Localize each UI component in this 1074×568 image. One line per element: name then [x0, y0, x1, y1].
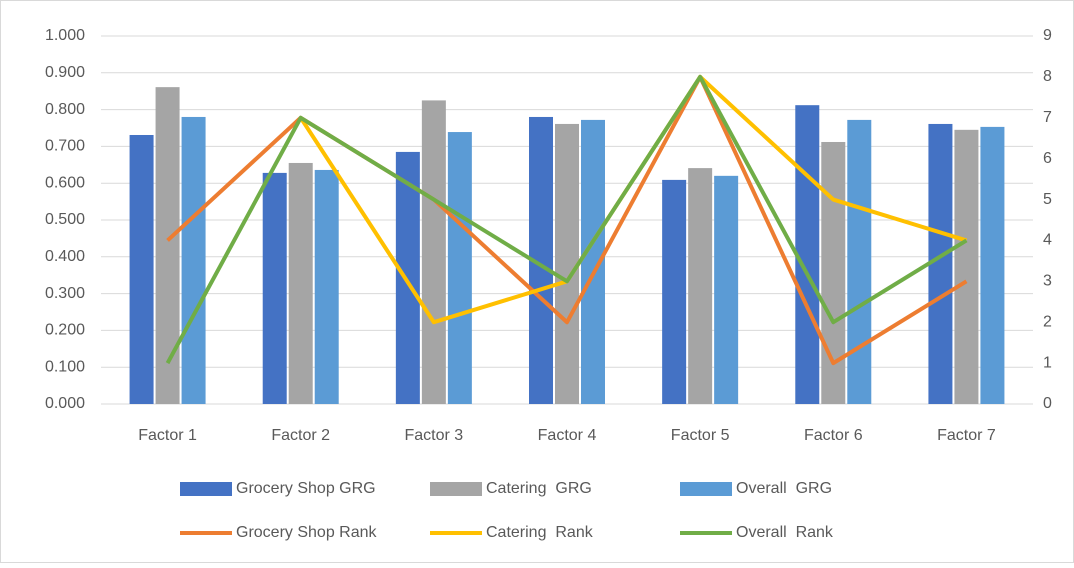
- y-tick-label: 0.000: [45, 395, 85, 412]
- bar: [181, 116, 206, 405]
- legend-label: Catering GRG: [486, 480, 592, 497]
- bar: [954, 129, 979, 404]
- bar: [129, 134, 154, 404]
- legend-label: Grocery Shop GRG: [236, 480, 376, 497]
- x-tick-label: Factor 2: [271, 427, 330, 444]
- x-tick-label: Factor 4: [538, 427, 597, 444]
- y2-tick-label: 9: [1043, 27, 1052, 44]
- y-tick-label: 0.800: [45, 101, 85, 118]
- legend-swatch: [680, 482, 732, 496]
- bar: [795, 105, 820, 405]
- legend-swatch: [180, 482, 232, 496]
- y-tick-label: 0.500: [45, 211, 85, 228]
- y2-tick-label: 8: [1043, 68, 1052, 85]
- bar: [262, 172, 287, 404]
- bar: [421, 100, 446, 405]
- legend-label: Overall GRG: [736, 480, 832, 497]
- bar: [980, 126, 1005, 405]
- bar: [928, 123, 953, 405]
- bar: [395, 151, 420, 404]
- bar: [688, 168, 713, 404]
- bar: [555, 123, 579, 405]
- x-tick-label: Factor 7: [937, 427, 996, 444]
- x-tick-label: Factor 3: [405, 427, 464, 444]
- bar: [847, 119, 872, 405]
- y-tick-label: 0.400: [45, 248, 85, 265]
- legend-label: Overall Rank: [736, 524, 834, 541]
- y2-tick-label: 3: [1043, 273, 1052, 290]
- y-tick-label: 0.600: [45, 174, 85, 191]
- bar: [155, 87, 180, 404]
- x-tick-label: Factor 6: [804, 427, 863, 444]
- y-tick-label: 0.700: [45, 138, 85, 155]
- x-tick-label: Factor 5: [671, 427, 730, 444]
- bar: [714, 175, 739, 404]
- y2-tick-label: 7: [1043, 109, 1052, 126]
- legend-swatch: [430, 482, 482, 496]
- legend-label: Catering Rank: [486, 524, 594, 541]
- bar: [314, 169, 339, 404]
- y2-tick-label: 1: [1043, 354, 1052, 371]
- y-tick-label: 0.900: [45, 64, 85, 81]
- y2-tick-label: 0: [1043, 395, 1052, 412]
- x-tick-label: Factor 1: [138, 427, 197, 444]
- y-tick-label: 0.300: [45, 285, 85, 302]
- bar: [288, 162, 313, 404]
- y-tick-label: 0.100: [45, 358, 85, 375]
- y-tick-label: 1.000: [45, 27, 85, 44]
- y2-tick-label: 2: [1043, 313, 1052, 330]
- bar: [447, 132, 472, 404]
- legend-label: Grocery Shop Rank: [236, 524, 378, 541]
- bar: [662, 179, 687, 404]
- y2-tick-label: 6: [1043, 150, 1052, 167]
- y2-tick-label: 5: [1043, 191, 1052, 208]
- y-tick-label: 0.200: [45, 322, 85, 339]
- line-series: [165, 74, 968, 365]
- y2-tick-label: 4: [1043, 232, 1052, 249]
